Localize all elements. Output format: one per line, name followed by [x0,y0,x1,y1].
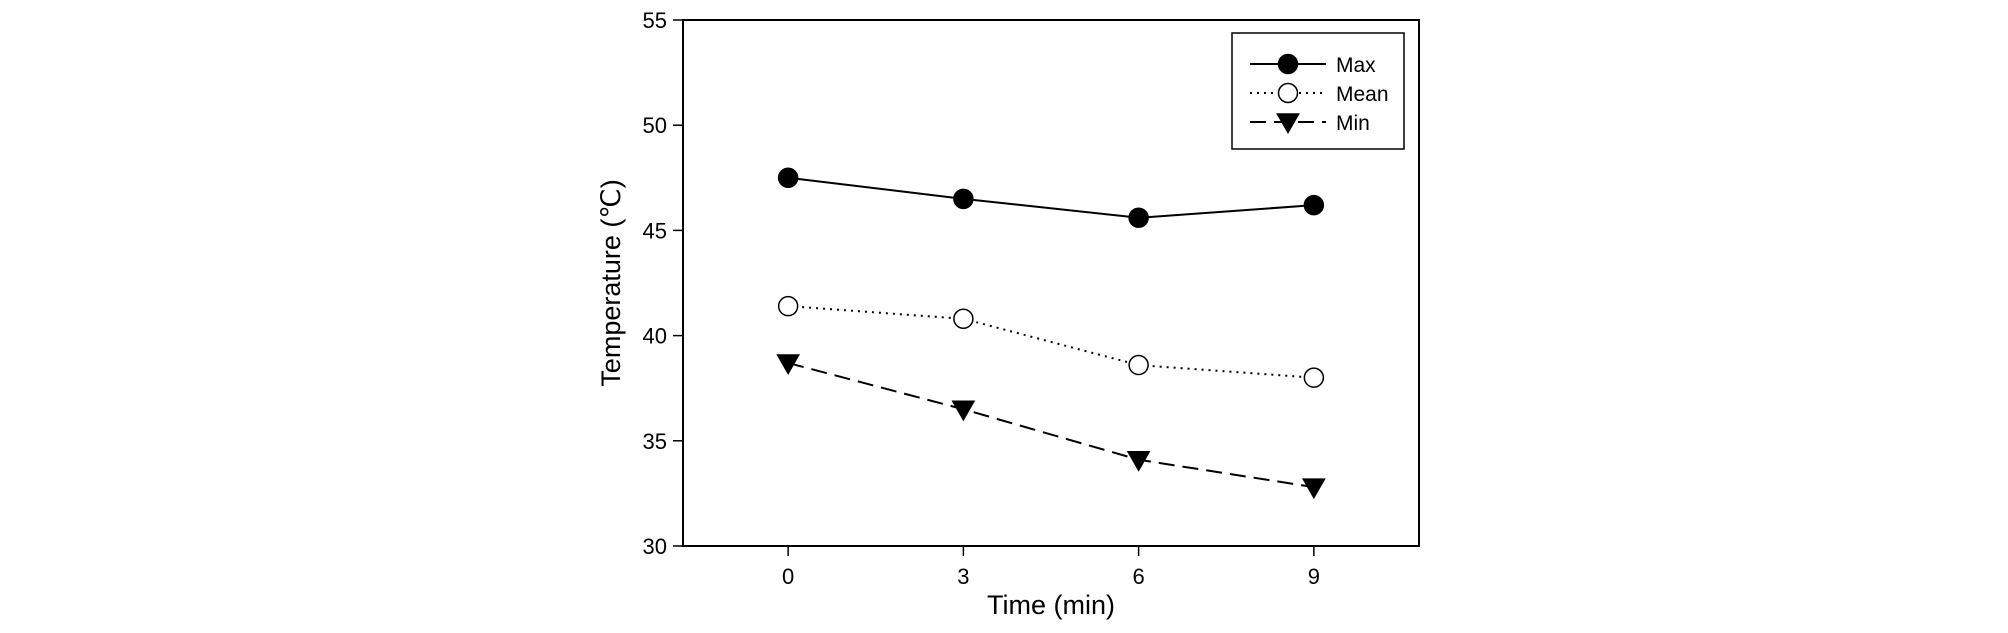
y-tick-label: 50 [643,113,667,138]
data-point-min [1301,478,1326,500]
data-point-min [951,400,976,422]
legend: Max Mean Min [1231,32,1405,150]
legend-marker-min [1276,113,1300,135]
plot-frame [682,19,1420,547]
y-axis-title: Temperature (℃) [596,179,626,386]
data-point-mean [953,308,974,330]
data-point-max [1128,207,1149,229]
data-point-mean [777,295,799,317]
y-tick-label: 45 [643,218,667,243]
x-tick-label: 6 [1132,564,1144,589]
series-layer [776,167,1326,500]
legend-marker-mean [1277,82,1299,104]
x-tick-label: 0 [782,564,794,589]
data-point-min [776,354,801,375]
y-tick-label: 55 [643,8,667,33]
legend-label-max: Max [1336,54,1376,77]
series-line-mean [788,305,1314,379]
y-tick-label: 30 [643,534,667,559]
series-line-min [787,361,1315,489]
x-axis: 0 3 6 9 [782,546,1320,589]
legend-label-min: Min [1336,112,1370,135]
data-point-mean [1128,354,1149,376]
data-point-min [1126,450,1151,472]
y-axis: 30 35 40 45 50 55 [643,8,683,559]
x-tick-label: 9 [1308,564,1320,589]
legend-marker-max [1277,53,1299,75]
y-tick-label: 40 [643,324,667,349]
y-tick-label: 35 [643,429,667,454]
data-point-max [953,188,974,210]
series-max [777,167,1325,229]
legend-label-mean: Mean [1336,83,1389,106]
x-axis-title: Time (min) [987,590,1115,620]
series-min [776,354,1326,500]
data-point-max [777,167,799,189]
x-tick-label: 3 [957,564,969,589]
series-mean [777,295,1325,388]
data-point-max [1303,194,1325,216]
legend-box [1231,32,1405,150]
data-point-mean [1303,367,1325,388]
series-line-max [788,176,1314,219]
